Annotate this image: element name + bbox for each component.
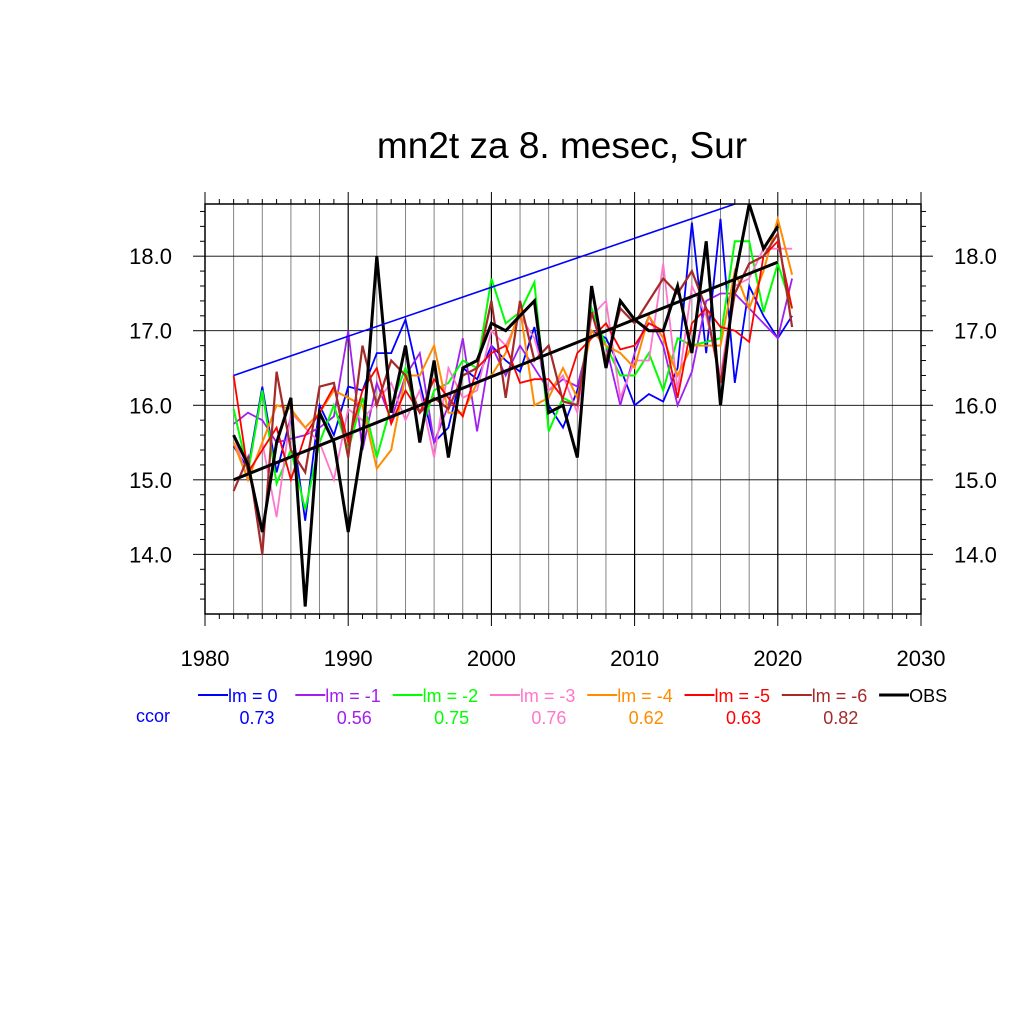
axis-ticks [193, 192, 933, 626]
legend-label: lm = -6 [812, 686, 868, 706]
legend-label: lm = -3 [520, 686, 576, 706]
legend-label: OBS [909, 686, 947, 706]
ccor-value: 0.62 [629, 708, 664, 728]
x-tick-label: 2020 [753, 646, 802, 671]
ccor-label: ccor [136, 706, 170, 726]
x-tick-label: 2030 [897, 646, 946, 671]
ccor-value: 0.73 [239, 708, 274, 728]
y-tick-label-left: 18.0 [129, 244, 172, 269]
x-tick-label: 1980 [181, 646, 230, 671]
y-tick-label-right: 17.0 [954, 319, 997, 344]
legend: ccor lm = 00.73 lm = -10.56 lm = -20.75 lm =… [136, 686, 947, 728]
tick-labels: 1980 1990 2000 2010 2020 2030 14.0 14.0 15.0 15.0… [129, 244, 997, 671]
trend-line [233, 260, 779, 482]
series-line-lm-2 [232, 240, 794, 510]
legend-label: lm = -4 [617, 686, 673, 706]
y-tick-label-left: 14.0 [129, 542, 172, 567]
ccor-value: 0.63 [726, 708, 761, 728]
legend-label: lm = -5 [715, 686, 771, 706]
y-tick-label-left: 16.0 [129, 393, 172, 418]
x-tick-label: 2010 [610, 646, 659, 671]
ccor-value: 0.75 [434, 708, 469, 728]
series-lines [232, 203, 794, 607]
legend-label: lm = -2 [423, 686, 479, 706]
legend-label: lm = 0 [228, 686, 278, 706]
x-tick-label: 2000 [467, 646, 516, 671]
plot-frame [204, 203, 922, 615]
y-tick-label-left: 17.0 [129, 319, 172, 344]
series-line-lm-5 [232, 239, 793, 483]
series-line-lm-4 [232, 214, 794, 483]
chart-title: mn2t za 8. mesec, Sur [377, 125, 747, 166]
y-tick-label-right: 15.0 [954, 468, 997, 493]
legend-label: lm = -1 [325, 686, 381, 706]
ccor-value: 0.82 [823, 708, 858, 728]
x-tick-label: 1990 [324, 646, 373, 671]
y-tick-label-right: 14.0 [954, 542, 997, 567]
series-line-OBS [232, 203, 780, 607]
trend-lines [233, 203, 779, 482]
y-tick-label-right: 18.0 [954, 244, 997, 269]
y-tick-label-right: 16.0 [954, 393, 997, 418]
ccor-value: 0.56 [337, 708, 372, 728]
y-tick-label-left: 15.0 [129, 468, 172, 493]
trend-line [233, 203, 736, 377]
ccor-value: 0.76 [531, 708, 566, 728]
